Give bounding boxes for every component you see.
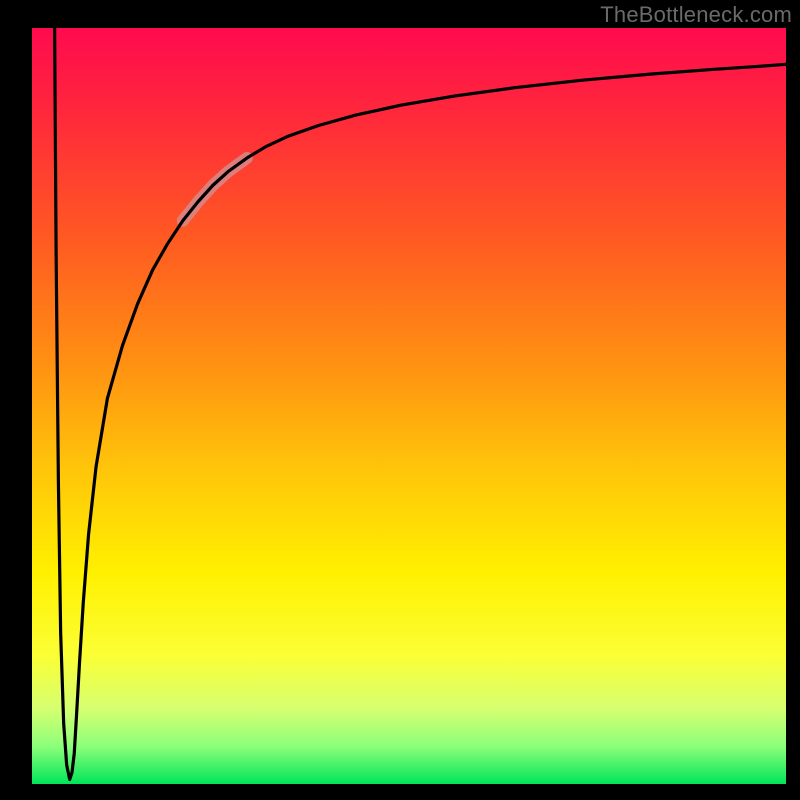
gradient-background	[32, 28, 786, 784]
chart-container: TheBottleneck.com	[0, 0, 800, 800]
bottleneck-chart	[0, 0, 800, 800]
watermark-text: TheBottleneck.com	[600, 2, 792, 28]
